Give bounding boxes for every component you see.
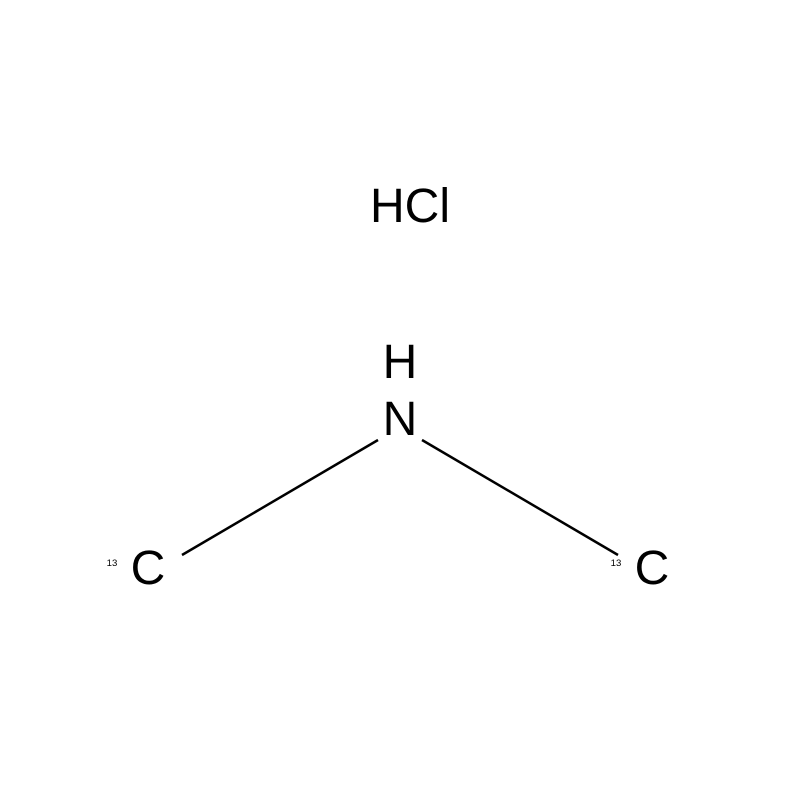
right-carbon-c: C [635, 542, 670, 595]
right-carbon-13: 13 [611, 558, 622, 569]
left-carbon-c: C [131, 542, 166, 595]
molecule-diagram: HCl N H C 13 C 13 [0, 0, 800, 800]
hydrogen-label: H [383, 336, 418, 389]
hcl-label: HCl [370, 180, 450, 233]
left-carbon-13: 13 [107, 558, 118, 569]
nitrogen-label: N [383, 393, 418, 446]
